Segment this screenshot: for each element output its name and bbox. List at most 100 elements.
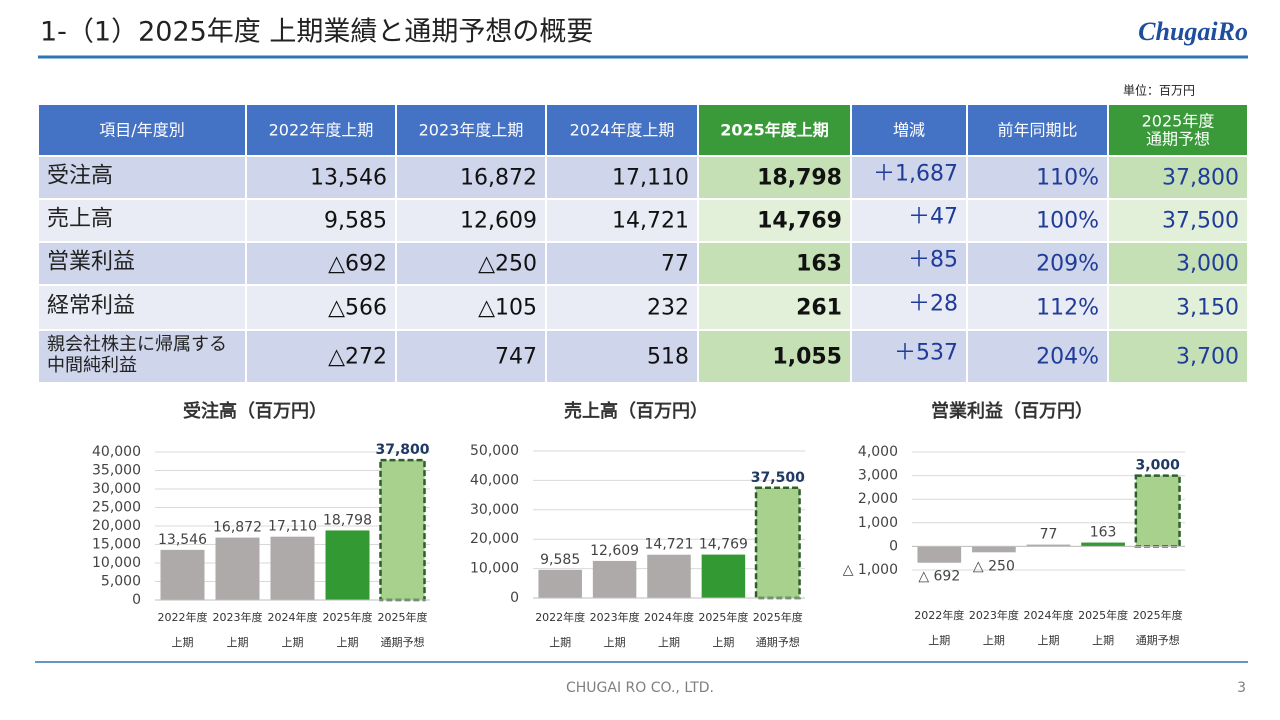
page-number: 3 <box>1237 680 1246 696</box>
y-tick-label: 3,000 <box>858 468 898 484</box>
data-label: △ 250 <box>973 558 1015 574</box>
table-cell <box>545 329 699 384</box>
y-tick-label: 4,000 <box>858 444 898 460</box>
table-cell <box>37 241 247 286</box>
cell-value: ＋47 <box>908 205 958 230</box>
x-tick-label: 上期 <box>282 636 304 649</box>
cell-value: 37,800 <box>1162 166 1239 191</box>
cell-value: 18,798 <box>757 166 842 191</box>
table-cell <box>966 155 1109 200</box>
table-cell <box>697 198 852 243</box>
y-tick-label: 40,000 <box>470 472 519 488</box>
header-text: 2025年度上期 <box>720 121 829 140</box>
y-tick-label: 0 <box>889 538 898 554</box>
cell-value: 12,609 <box>460 209 537 234</box>
chart-title: 売上高（百万円） <box>564 400 708 422</box>
cell-value: 100% <box>1036 209 1099 234</box>
cell-value: 232 <box>647 296 689 321</box>
bar <box>1026 544 1071 547</box>
x-tick-label: 上期 <box>337 636 359 649</box>
y-tick-label: 20,000 <box>92 518 141 534</box>
header-text: 前年同期比 <box>997 121 1077 140</box>
data-label: 14,721 <box>645 537 694 553</box>
table-cell <box>37 329 247 384</box>
row-label: 受注高 <box>47 164 113 189</box>
cell-value: 209% <box>1036 252 1099 277</box>
cell-value: △250 <box>478 252 537 277</box>
bar <box>160 549 205 600</box>
bar <box>592 560 637 598</box>
x-tick-label: 2022年度 <box>158 610 208 624</box>
x-tick-label: 上期 <box>227 636 249 649</box>
table-cell <box>245 241 397 286</box>
cell-value: 16,872 <box>460 166 537 191</box>
table-cell <box>966 329 1109 384</box>
data-label: 17,110 <box>268 519 317 535</box>
data-label: 18,798 <box>323 512 372 528</box>
bar <box>1134 474 1181 548</box>
y-tick-label: 10,000 <box>470 561 519 577</box>
data-label: 14,769 <box>699 537 748 553</box>
bar <box>972 546 1016 553</box>
y-tick-label: 10,000 <box>92 555 141 571</box>
data-label: 3,000 <box>1136 458 1181 474</box>
bar <box>754 486 801 600</box>
table-cell <box>1107 284 1249 331</box>
header-cell <box>966 103 1109 157</box>
y-tick-label: △ 1,000 <box>843 562 898 578</box>
cell-value: ＋537 <box>894 341 958 366</box>
y-tick-label: 1,000 <box>858 515 898 531</box>
cell-value: 77 <box>661 252 689 277</box>
y-tick-label: 25,000 <box>92 500 141 516</box>
table-cell <box>697 329 852 384</box>
data-label: 37,500 <box>751 470 805 486</box>
x-tick-label: 上期 <box>1038 634 1060 647</box>
x-tick-label: 2025年度 <box>753 610 803 624</box>
cell-value: 1,055 <box>772 345 842 370</box>
bar <box>1081 542 1125 547</box>
header-cell <box>1107 103 1249 157</box>
data-label: 77 <box>1040 527 1058 543</box>
table-cell <box>395 329 547 384</box>
x-tick-label: 上期 <box>983 634 1005 647</box>
x-tick-label: 2022年度 <box>535 610 585 624</box>
row-label: 親会社株主に帰属する <box>47 334 227 355</box>
x-tick-label: 2023年度 <box>590 610 640 624</box>
table-cell <box>850 241 968 286</box>
bar <box>325 530 370 600</box>
cell-value: △105 <box>478 296 537 321</box>
x-tick-label: 上期 <box>549 636 571 649</box>
cell-value: 3,700 <box>1176 345 1239 370</box>
row-label: 営業利益 <box>47 250 135 275</box>
cell-value: 37,500 <box>1162 209 1239 234</box>
table-cell <box>697 155 852 200</box>
cell-value: 110% <box>1036 166 1099 191</box>
table-cell <box>545 198 699 243</box>
x-tick-label: 2025年度 <box>1078 608 1128 622</box>
bar <box>538 569 582 598</box>
cell-value: △566 <box>328 296 387 321</box>
table-cell <box>545 241 699 286</box>
table-cell <box>245 329 397 384</box>
x-tick-label: 通期予想 <box>381 635 425 649</box>
row-label: 中間純利益 <box>47 355 137 376</box>
cell-value: 204% <box>1036 345 1099 370</box>
header-text: 項目/年度別 <box>99 121 184 140</box>
header-cell <box>37 103 247 157</box>
row-label: 経常利益 <box>47 294 135 319</box>
x-tick-label: 2024年度 <box>644 610 694 624</box>
cell-value: 9,585 <box>324 209 387 234</box>
header-text: 2023年度上期 <box>419 121 524 140</box>
data-label: 16,872 <box>213 520 262 536</box>
header-text: 通期予想 <box>1146 130 1210 149</box>
header-text: 2025年度 <box>1142 111 1215 130</box>
slide-title: 1-（1）2025年度 上期業績と通期予想の概要 <box>40 17 593 48</box>
cell-value: △272 <box>328 345 387 370</box>
y-tick-label: 0 <box>510 590 519 606</box>
bar <box>701 554 746 598</box>
cell-value: 13,546 <box>310 166 387 191</box>
cell-value: 3,150 <box>1176 296 1239 321</box>
bar <box>917 546 962 563</box>
x-tick-label: 上期 <box>1092 634 1114 647</box>
cell-value: 14,769 <box>757 209 842 234</box>
